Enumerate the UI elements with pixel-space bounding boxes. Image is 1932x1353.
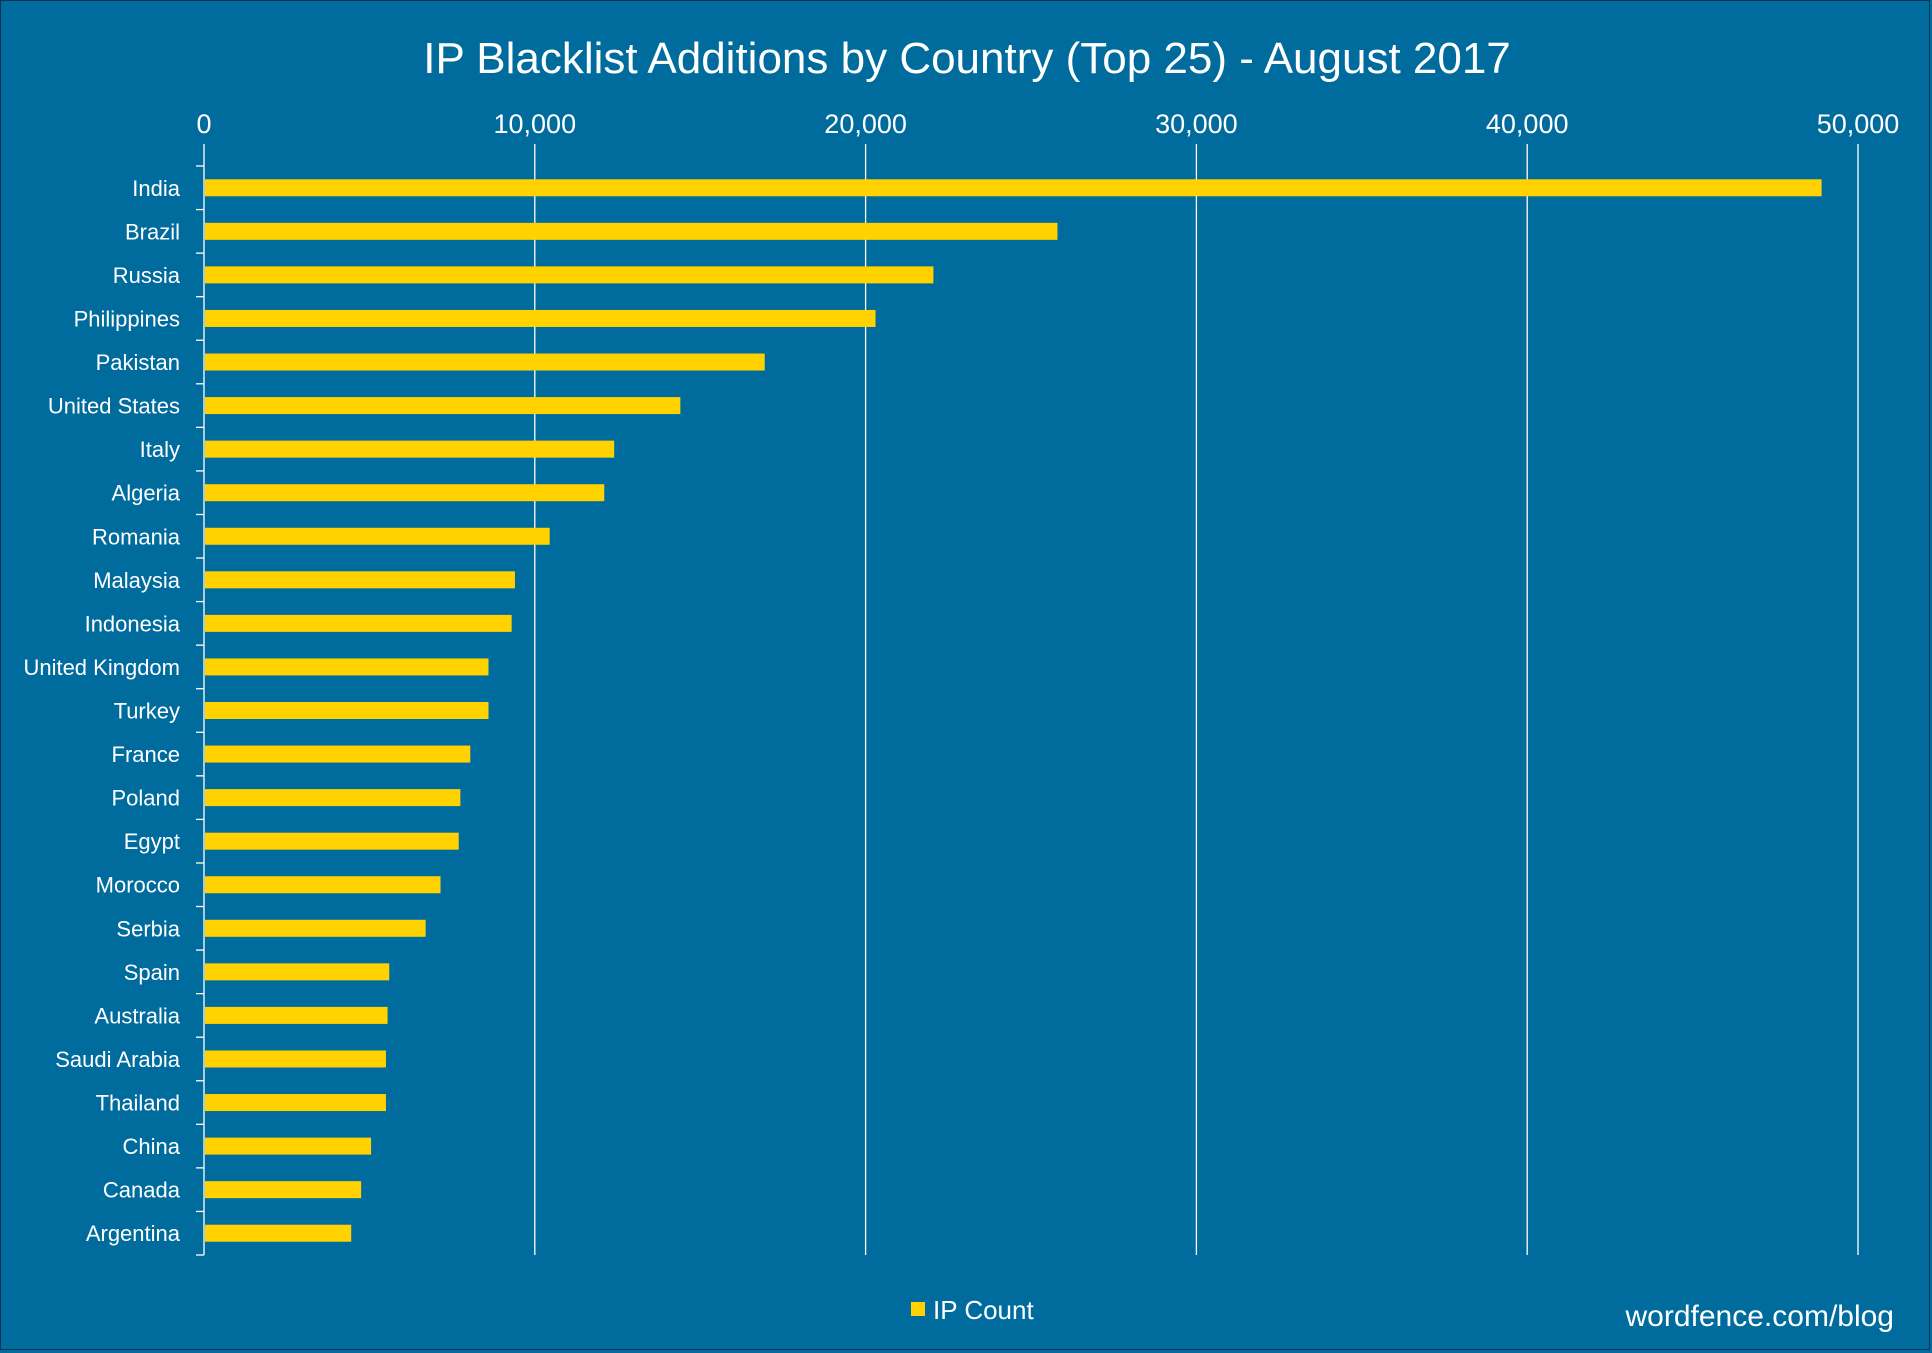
category-label: Egypt [124, 829, 180, 854]
category-label: Russia [113, 263, 181, 288]
bar-saudi-arabia [205, 1050, 386, 1068]
bar-russia [205, 266, 934, 284]
source-note: wordfence.com/blog [1625, 1300, 1894, 1333]
bar-canada [205, 1181, 362, 1199]
category-label: United Kingdom [23, 655, 180, 680]
x-tick-label: 40,000 [1486, 109, 1569, 139]
category-label: United States [48, 394, 180, 419]
category-label: Indonesia [85, 611, 181, 636]
bar-india [205, 179, 1822, 197]
category-label: Spain [124, 960, 180, 985]
category-label: Brazil [125, 219, 180, 244]
bar-china [205, 1137, 372, 1155]
category-label: India [132, 176, 180, 201]
category-label: Philippines [74, 306, 180, 331]
category-label: France [112, 742, 180, 767]
bar-italy [205, 440, 615, 458]
bar-argentina [205, 1224, 352, 1242]
x-axis-ticks: 0 10,000 20,000 30,000 40,000 50,000 [196, 109, 1899, 139]
category-label: Poland [111, 786, 180, 811]
legend-label: IP Count [933, 1295, 1034, 1325]
category-labels: India Brazil Russia Philippines Pakistan Unit… [23, 176, 180, 1246]
category-label: Australia [94, 1003, 180, 1028]
bar-brazil [205, 222, 1058, 240]
bar-france [205, 745, 471, 763]
category-label: Algeria [112, 481, 181, 506]
category-label: Argentina [86, 1221, 181, 1246]
category-label: Morocco [96, 873, 180, 898]
bar-thailand [205, 1094, 386, 1112]
x-tick-label: 50,000 [1817, 109, 1900, 139]
gridlines [534, 144, 1859, 1255]
category-label: Serbia [116, 916, 180, 941]
category-label: Thailand [96, 1091, 180, 1116]
bar-spain [205, 963, 390, 981]
category-label: Saudi Arabia [55, 1047, 181, 1072]
x-tick-label: 20,000 [824, 109, 907, 139]
bar-philippines [205, 309, 876, 327]
bar-indonesia [205, 614, 512, 632]
legend: IP Count [911, 1295, 1034, 1325]
bars [205, 179, 1822, 1242]
category-label: Italy [140, 437, 180, 462]
x-tick-label: 30,000 [1155, 109, 1238, 139]
legend-swatch [911, 1302, 925, 1316]
x-tick-label: 0 [196, 109, 211, 139]
y-axis [196, 144, 205, 1256]
category-label: Pakistan [96, 350, 180, 375]
bar-morocco [205, 876, 441, 894]
category-label: Turkey [114, 699, 180, 724]
bar-algeria [205, 484, 605, 502]
category-label: Canada [103, 1178, 181, 1203]
bar-turkey [205, 702, 489, 719]
bar-australia [205, 1006, 388, 1024]
bar-united-states [205, 397, 681, 415]
bar-poland [205, 789, 461, 807]
category-label: Malaysia [93, 568, 181, 593]
category-label: Romania [92, 524, 181, 549]
chart-title: IP Blacklist Additions by Country (Top 2… [423, 34, 1511, 83]
bar-romania [205, 527, 550, 545]
bar-egypt [205, 832, 459, 850]
bar-serbia [205, 919, 426, 937]
bar-pakistan [205, 353, 765, 371]
bar-malaysia [205, 571, 515, 589]
bar-united-kingdom [205, 658, 489, 676]
category-label: China [123, 1134, 181, 1159]
x-tick-label: 10,000 [494, 109, 577, 139]
